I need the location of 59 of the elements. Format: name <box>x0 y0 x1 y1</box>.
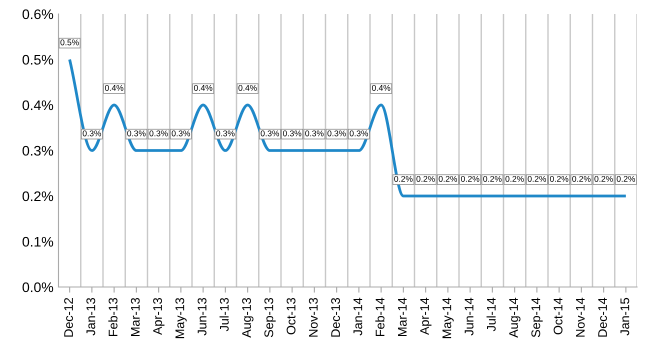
x-tick-label: Jun-14 <box>464 298 474 336</box>
x-tick-label: Sep-14 <box>531 298 543 338</box>
data-label: 0.3% <box>305 130 324 136</box>
data-label: 0.2% <box>483 176 502 182</box>
data-label: 0.3% <box>82 130 102 136</box>
x-tick-label: Nov-14 <box>576 298 585 337</box>
y-tick-label: 0.0% <box>22 282 54 292</box>
x-tick-label: May-14 <box>442 298 454 338</box>
x-tick-label: Nov-13 <box>308 298 318 337</box>
data-label: 0.4% <box>372 84 390 91</box>
data-label: 0.4% <box>238 84 257 91</box>
x-tick-label: Jan-15 <box>620 298 630 336</box>
y-tick-label: 0.5% <box>22 54 54 65</box>
x-tick-label: Apr-13 <box>153 298 164 335</box>
data-label: 0.3% <box>327 130 346 136</box>
data-label: 0.2% <box>528 176 546 182</box>
data-label: 0.2% <box>394 176 413 182</box>
data-label: 0.2% <box>416 176 435 182</box>
x-tick-label: Dec-14 <box>598 298 607 337</box>
data-label: 0.4% <box>194 84 212 91</box>
x-tick-label: Dec-13 <box>331 298 340 337</box>
data-label: 0.2% <box>572 176 591 182</box>
x-tick-label: Jul-13 <box>220 298 229 332</box>
data-label: 0.3% <box>282 130 302 136</box>
data-label: 0.2% <box>460 176 480 182</box>
y-tick-label: 0.1% <box>22 236 54 247</box>
data-label: 0.3% <box>350 130 368 136</box>
y-tick-label: 0.2% <box>22 191 54 202</box>
data-label: 0.2% <box>438 176 458 182</box>
x-tick-label: Feb-14 <box>375 298 384 336</box>
x-tick-label: Oct-13 <box>286 298 296 334</box>
x-tick-label: Dec-12 <box>64 298 73 337</box>
data-label: 0.3% <box>216 130 235 136</box>
x-tick-label: Mar-14 <box>398 298 407 336</box>
x-tick-label: Jan-14 <box>354 298 362 336</box>
data-label: 0.2% <box>550 176 568 182</box>
y-tick-label: 0.6% <box>22 9 54 20</box>
y-tick-label: 0.3% <box>22 146 54 156</box>
data-label: 0.3% <box>149 130 168 136</box>
data-label: 0.3% <box>127 130 146 136</box>
x-tick-label: Oct-14 <box>554 298 562 334</box>
data-label: 0.4% <box>104 84 124 91</box>
y-tick-label: 0.4% <box>22 100 54 110</box>
x-tick-label: Jun-13 <box>198 298 206 336</box>
x-tick-label: May-13 <box>175 298 187 338</box>
x-tick-label: Aug-13 <box>242 298 254 338</box>
data-label: 0.2% <box>594 176 613 182</box>
x-tick-label: Jul-14 <box>486 298 496 332</box>
data-label: 0.2% <box>505 176 524 182</box>
data-label: 0.5% <box>60 39 79 46</box>
data-label: 0.2% <box>616 176 636 182</box>
x-tick-label: Jan-13 <box>86 298 96 336</box>
data-label: 0.3% <box>260 130 280 136</box>
x-tick-label: Aug-14 <box>509 298 520 338</box>
x-tick-label: Apr-14 <box>420 298 432 335</box>
x-tick-label: Feb-13 <box>108 298 118 336</box>
data-label: 0.3% <box>172 130 190 136</box>
x-tick-label: Sep-13 <box>264 298 276 338</box>
x-tick-label: Mar-13 <box>130 298 140 336</box>
